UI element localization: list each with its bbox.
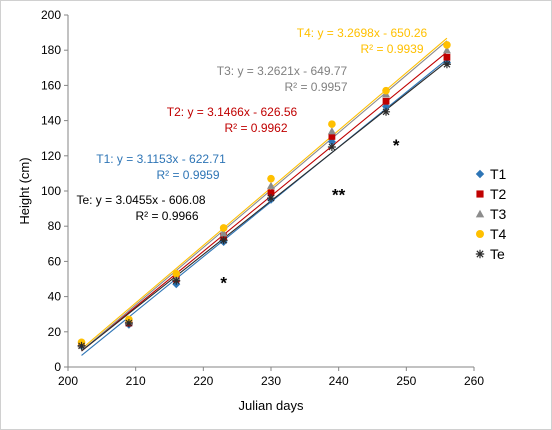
data-point-t3 <box>442 46 451 54</box>
data-point-te <box>219 236 228 245</box>
trendline-r2-t1: R² = 0.9959 <box>156 168 219 182</box>
legend-marker-t2 <box>476 190 484 198</box>
data-point-te <box>267 194 275 203</box>
x-axis-title: Julian days <box>238 398 304 413</box>
data-point-te <box>77 341 86 350</box>
data-point-te <box>124 319 133 327</box>
data-point-te <box>172 276 181 285</box>
x-tick-label: 210 <box>126 374 146 388</box>
trendline-r2-t2: R² = 0.9962 <box>224 121 287 135</box>
trendline-r2-t4: R² = 0.9939 <box>360 42 423 56</box>
data-point-t3 <box>327 127 336 135</box>
trendline-t1 <box>81 58 448 356</box>
data-point-t3 <box>267 181 275 189</box>
y-tick-label: 0 <box>54 360 61 374</box>
data-point-t3 <box>219 229 228 237</box>
trendline-equation-t4: T4: y = 3.2698x - 650.26 <box>297 26 428 40</box>
data-point-t4 <box>219 224 228 232</box>
data-point-t4 <box>443 41 451 49</box>
trendline-equation-t3: T3: y = 3.2621x - 649.77 <box>217 64 348 78</box>
significance-annotation: * <box>220 274 227 293</box>
trendline-equation-t2: T2: y = 3.1466x - 626.56 <box>167 105 298 119</box>
legend-marker-t4 <box>476 230 484 238</box>
data-point-t4 <box>267 174 275 183</box>
x-tick-label: 220 <box>193 374 213 388</box>
legend-entry-t3: T3 <box>490 206 507 222</box>
data-point-t4 <box>328 120 336 128</box>
trendline-equation-te: Te: y = 3.0455x - 606.08 <box>76 193 205 207</box>
x-tick-label: 260 <box>464 374 484 388</box>
data-point-t2 <box>382 97 390 105</box>
data-point-te <box>382 107 391 116</box>
significance-annotation: ** <box>332 186 346 205</box>
data-point-te <box>327 143 336 151</box>
y-tick-label: 40 <box>48 290 62 304</box>
data-point-t4 <box>382 86 390 95</box>
x-tick-label: 230 <box>261 374 281 388</box>
y-tick-label: 200 <box>41 8 61 22</box>
y-tick-label: 60 <box>48 254 62 268</box>
legend-entry-t4: T4 <box>490 226 507 242</box>
trendline-r2-te: R² = 0.9966 <box>135 209 198 223</box>
trendline-equation-t1: T1: y = 3.1153x - 622.71 <box>96 152 226 166</box>
y-tick-label: 180 <box>41 43 61 57</box>
y-tick-label: 100 <box>41 184 61 198</box>
y-tick-label: 80 <box>48 219 62 233</box>
x-tick-label: 240 <box>329 374 349 388</box>
y-axis-title: Height (cm) <box>17 157 32 224</box>
data-point-t2 <box>328 133 336 140</box>
y-tick-label: 160 <box>41 78 61 92</box>
legend-marker-t1 <box>475 169 485 179</box>
data-point-te <box>442 60 451 69</box>
y-tick-label: 20 <box>48 325 62 339</box>
data-point-t2 <box>267 189 275 197</box>
trendline-r2-t3: R² = 0.9957 <box>284 80 347 94</box>
y-tick-label: 120 <box>41 149 61 163</box>
significance-annotation: * <box>393 136 400 155</box>
data-point-t2 <box>443 53 451 61</box>
legend-entry-t1: T1 <box>490 166 507 182</box>
legend-entry-t2: T2 <box>490 186 507 202</box>
legend-marker-te <box>475 249 485 259</box>
x-tick-label: 250 <box>396 374 416 388</box>
x-tick-label: 200 <box>58 374 78 388</box>
data-point-t4 <box>172 269 181 278</box>
legend-entry-te: Te <box>490 246 505 262</box>
y-tick-label: 140 <box>41 114 61 128</box>
legend-marker-t3 <box>475 209 485 218</box>
